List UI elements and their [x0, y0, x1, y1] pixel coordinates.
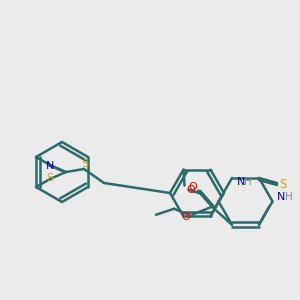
Text: S: S	[82, 159, 88, 169]
Text: N: N	[237, 177, 245, 187]
Text: N: N	[46, 161, 54, 171]
Text: H: H	[285, 192, 292, 203]
Text: N: N	[277, 192, 286, 203]
Text: S: S	[279, 178, 287, 190]
Text: O: O	[189, 182, 197, 192]
Text: O: O	[182, 212, 190, 222]
Text: H: H	[244, 177, 252, 187]
Text: S: S	[46, 173, 54, 183]
Text: O: O	[186, 184, 195, 195]
